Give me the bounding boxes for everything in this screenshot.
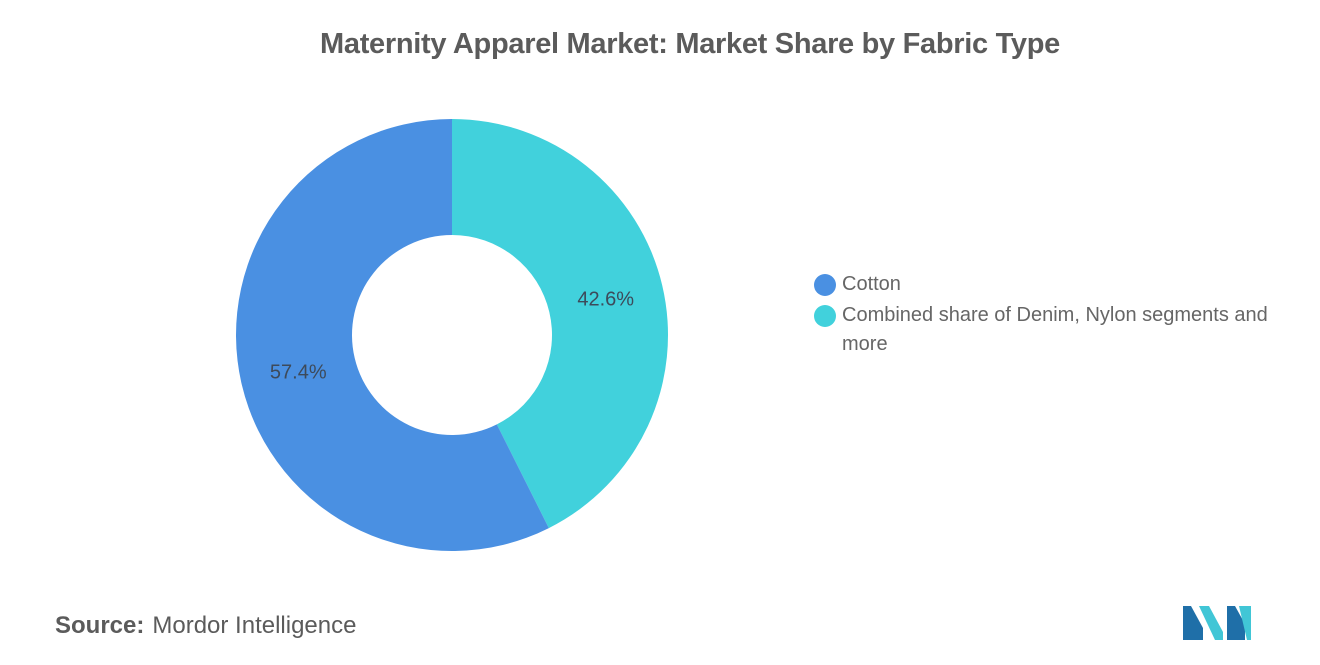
chart-legend: Cotton Combined share of Denim, Nylon se… xyxy=(812,270,1292,361)
logo-shape-right xyxy=(1227,606,1245,640)
data-label-combined-share: 42.6% xyxy=(577,289,634,311)
legend-label-combined-share: Combined share of Denim, Nylon segments … xyxy=(842,304,1268,355)
donut-data-labels: 42.6% 57.4% xyxy=(270,289,634,384)
logo-shape-accent xyxy=(1239,606,1251,640)
slice-combined-share[interactable] xyxy=(452,119,669,529)
slice-cotton[interactable] xyxy=(236,119,549,551)
logo-shape-middle xyxy=(1199,606,1223,640)
donut-slices xyxy=(236,119,669,551)
legend-label-cotton: Cotton xyxy=(842,273,901,295)
legend-swatch-combined-share xyxy=(814,305,836,327)
source-text: Mordor Intelligence xyxy=(152,612,357,639)
chart-title: Maternity Apparel Market: Market Share b… xyxy=(320,28,1060,60)
source-line: Source: Mordor Intelligence xyxy=(55,612,356,640)
logo-shape-left xyxy=(1183,606,1203,640)
source-label: Source: xyxy=(55,612,145,639)
mordor-intelligence-logo-icon xyxy=(1183,606,1251,640)
legend-item-combined-share[interactable]: Combined share of Denim, Nylon segments … xyxy=(812,301,1292,359)
legend-swatch-cotton xyxy=(814,274,836,296)
data-label-cotton: 57.4% xyxy=(270,361,327,383)
legend-item-cotton[interactable]: Cotton xyxy=(812,270,1292,299)
